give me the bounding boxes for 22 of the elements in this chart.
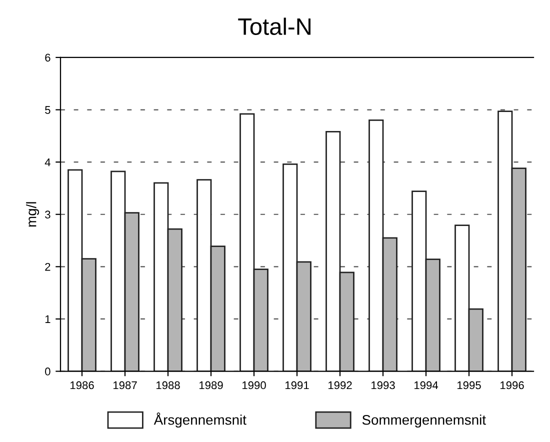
- y-tick-label: 2: [45, 262, 50, 271]
- x-tick-label: 1987: [113, 381, 137, 390]
- y-tick-label: 0: [45, 368, 50, 376]
- y-tick-label: 4: [44, 158, 50, 166]
- x-tick-label: 1986: [70, 381, 94, 390]
- x-tick-label: 1990: [242, 381, 266, 390]
- y-axis-title: mg/l: [26, 202, 40, 227]
- legend-label: Årsgennemsnit: [154, 412, 246, 428]
- x-tick-label: 1993: [371, 381, 395, 390]
- x-tick-label: 1994: [414, 381, 438, 390]
- y-tick-label: 3: [45, 210, 50, 219]
- x-tick-label: 1996: [500, 381, 524, 390]
- x-tick-label: 1995: [457, 381, 481, 390]
- chart-title: Total-N: [238, 18, 310, 36]
- x-tick-label: 1988: [156, 381, 180, 390]
- x-tick-label: 1991: [285, 381, 309, 390]
- y-tick-label: 5: [45, 106, 50, 114]
- x-tick-label: 1989: [199, 381, 223, 390]
- y-tick-label: 1: [45, 315, 50, 324]
- legend-label: Sommergennemsnit: [362, 414, 486, 428]
- y-tick-label: 6: [45, 54, 50, 62]
- x-tick-label: 1992: [328, 381, 352, 390]
